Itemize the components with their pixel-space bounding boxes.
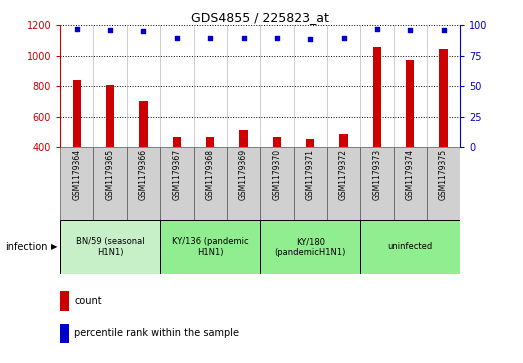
Text: GSM1179365: GSM1179365 [106,149,115,200]
Bar [360,147,393,220]
Bar [306,139,314,208]
Bar [339,134,348,208]
Text: ▶: ▶ [51,242,57,251]
Bar [73,80,81,208]
Bar [194,147,227,220]
Bar [327,147,360,220]
Bar [393,147,427,220]
Bar [173,137,181,208]
Text: GSM1179371: GSM1179371 [306,149,315,200]
Point [406,27,414,33]
Point [240,34,248,40]
Bar [60,220,160,274]
Text: GSM1179366: GSM1179366 [139,149,148,200]
Bar [106,85,115,208]
Bar [206,137,214,208]
Text: GSM1179364: GSM1179364 [72,149,81,200]
Point [106,27,115,33]
Text: BN/59 (seasonal
H1N1): BN/59 (seasonal H1N1) [76,237,144,257]
Point [73,26,81,32]
Point [206,34,214,40]
Bar [60,147,94,220]
Bar [439,49,448,208]
Point [439,27,448,33]
Text: GSM1179370: GSM1179370 [272,149,281,200]
Bar [260,147,293,220]
Bar [360,220,460,274]
Bar [406,60,414,208]
Bar [127,147,160,220]
Text: percentile rank within the sample: percentile rank within the sample [74,329,239,338]
Text: infection: infection [5,242,48,252]
Text: GSM1179368: GSM1179368 [206,149,214,200]
Point [306,36,314,42]
Bar [160,147,194,220]
Bar [60,324,69,343]
Title: GDS4855 / 225823_at: GDS4855 / 225823_at [191,11,329,24]
Point [173,34,181,40]
Text: uninfected: uninfected [388,242,433,251]
Bar [272,137,281,208]
Text: KY/136 (pandemic
H1N1): KY/136 (pandemic H1N1) [172,237,248,257]
Bar [240,130,248,208]
Text: KY/180
(pandemicH1N1): KY/180 (pandemicH1N1) [275,237,346,257]
Bar [94,147,127,220]
Text: GSM1179369: GSM1179369 [239,149,248,200]
Text: GSM1179374: GSM1179374 [406,149,415,200]
Point [272,34,281,40]
Bar [139,101,147,208]
Bar [60,291,69,311]
Text: GSM1179375: GSM1179375 [439,149,448,200]
Point [373,26,381,32]
Text: GSM1179367: GSM1179367 [173,149,181,200]
Bar [260,220,360,274]
Text: count: count [74,296,102,306]
Bar [227,147,260,220]
Bar [427,147,460,220]
Text: GSM1179373: GSM1179373 [372,149,381,200]
Point [139,29,147,34]
Text: GSM1179372: GSM1179372 [339,149,348,200]
Bar [373,48,381,208]
Bar [160,220,260,274]
Bar [293,147,327,220]
Point [339,34,348,40]
